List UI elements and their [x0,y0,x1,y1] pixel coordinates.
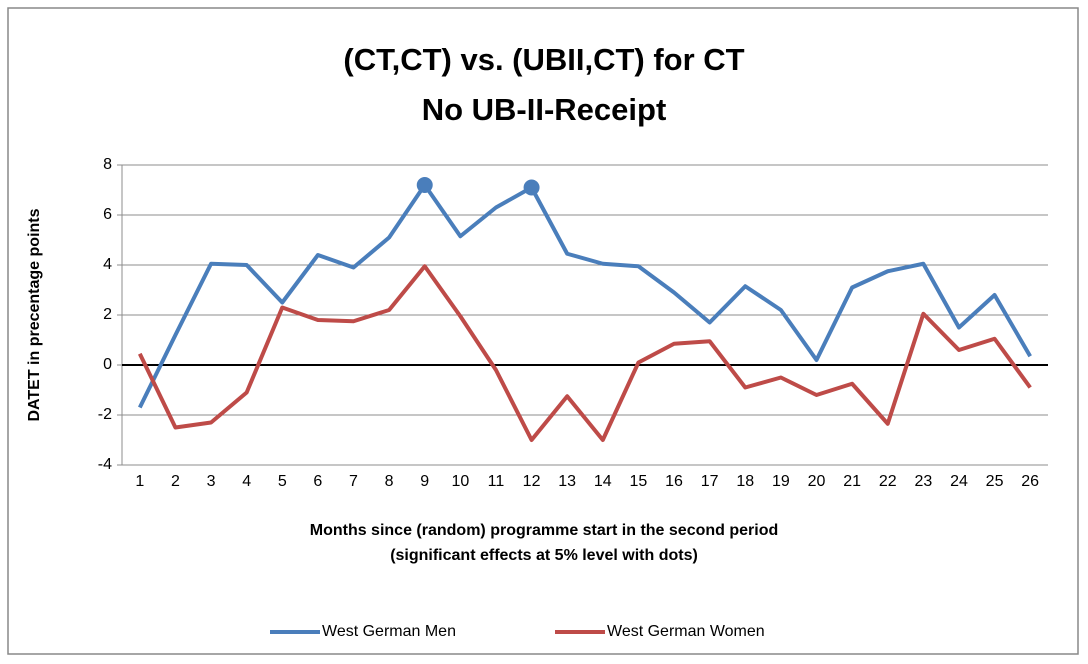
y-tick-label: -2 [98,406,112,423]
x-tick-label: 1 [135,473,144,490]
x-tick-label: 18 [736,473,754,490]
chart-border [7,7,1079,655]
x-tick-label: 16 [665,473,683,490]
x-tick-label: 25 [986,473,1004,490]
x-tick-label: 19 [772,473,790,490]
x-axis-label: (significant effects at 5% level with do… [390,547,698,564]
series-line [138,183,1032,409]
legend-label: West German Women [607,623,765,640]
y-tick-label: 8 [103,156,112,173]
x-tick-label: 11 [488,473,505,490]
x-tick-label: 17 [701,473,719,490]
x-tick-label: 15 [630,473,648,490]
y-tick-label: 4 [103,256,112,273]
x-tick-label: 26 [1021,473,1039,490]
series-line [138,264,1032,442]
x-tick-label: 12 [523,473,541,490]
chart-subtitle: No UB-II-Receipt [422,92,667,127]
y-tick-label: 0 [103,356,112,373]
x-tick-label: 20 [808,473,826,490]
x-tick-label: 7 [349,473,358,490]
legend-label: West German Men [322,623,456,640]
y-tick-label: -4 [98,456,112,473]
x-axis-label: Months since (random) programme start in… [310,522,779,539]
x-tick-label: 5 [278,473,287,490]
y-tick-label: 2 [103,306,112,323]
x-tick-label: 23 [914,473,932,490]
chart-title: (CT,CT) vs. (UBII,CT) for CT [343,42,744,77]
x-tick-label: 4 [242,473,251,490]
x-tick-label: 10 [451,473,469,490]
x-tick-label: 2 [171,473,180,490]
x-tick-label: 3 [207,473,216,490]
y-axis-label: DATET in precentage points [26,208,43,421]
x-tick-label: 21 [843,473,861,490]
x-tick-label: 22 [879,473,897,490]
x-tick-label: 9 [420,473,429,490]
x-tick-label: 13 [558,473,576,490]
x-tick-label: 24 [950,473,968,490]
significance-dot [416,177,433,193]
x-tick-label: 6 [313,473,322,490]
x-tick-label: 8 [385,473,394,490]
significance-dot [523,179,540,196]
x-tick-label: 14 [594,473,612,490]
y-tick-label: 6 [103,206,112,223]
